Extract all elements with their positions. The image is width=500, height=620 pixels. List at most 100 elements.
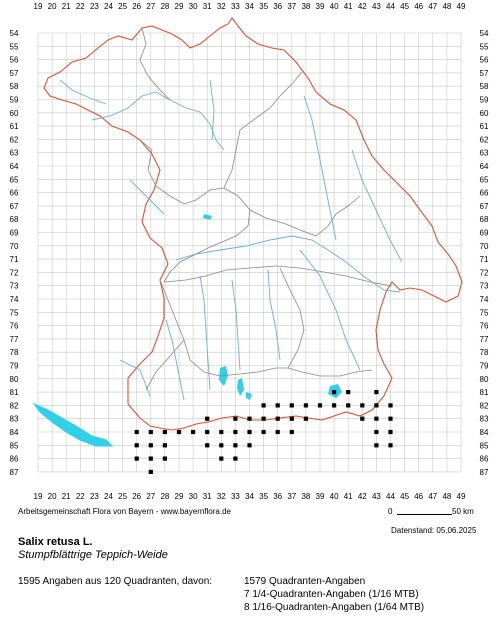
row-label: 87 [480, 468, 489, 477]
row-label: 64 [480, 162, 489, 171]
row-label: 72 [480, 268, 489, 277]
column-label: 22 [76, 2, 85, 11]
occurrence-marker [233, 456, 238, 461]
row-label: 69 [10, 229, 19, 238]
species-common-name: Stumpfblättrige Teppich-Weide [18, 549, 168, 561]
occurrence-marker [289, 429, 294, 435]
column-labels-top: 19 20 21 22 23 24 25 26 27 28 29 30 31 32 33 34 35 36 37 38… [34, 2, 466, 11]
row-label: 66 [480, 189, 489, 198]
occurrence-marker [289, 403, 294, 408]
row-label: 65 [480, 175, 489, 184]
row-label: 80 [10, 375, 19, 384]
column-label: 20 [48, 492, 57, 501]
row-labels-right: 54 55 56 57 58 59 60 61 62 63 64 65 66 67 68 69 70 71 72 73… [480, 29, 489, 477]
row-label: 86 [10, 455, 19, 464]
scale-bar [397, 514, 452, 515]
column-label: 28 [160, 2, 169, 11]
row-label: 65 [10, 175, 19, 184]
row-label: 58 [10, 82, 19, 91]
map-grid [37, 32, 462, 473]
column-label: 32 [217, 492, 226, 501]
occurrence-marker [148, 469, 153, 474]
occurrence-marker [346, 390, 351, 395]
column-label: 21 [62, 2, 71, 11]
column-label: 41 [344, 492, 353, 501]
column-label: 34 [245, 2, 254, 11]
stats-line-quarter-quadrants: 7 1/4-Quadranten-Angaben (1/16 MTB) [244, 589, 419, 600]
column-label: 44 [386, 2, 395, 11]
column-label: 31 [203, 2, 212, 11]
row-label: 76 [480, 322, 489, 331]
column-label: 49 [457, 2, 466, 11]
column-label: 33 [231, 492, 240, 501]
row-label: 77 [480, 335, 489, 344]
row-label: 79 [480, 362, 489, 371]
column-label: 45 [400, 492, 409, 501]
occurrence-marker [162, 443, 167, 448]
row-label: 71 [10, 255, 19, 264]
row-label: 54 [480, 29, 489, 38]
row-label: 63 [10, 149, 19, 158]
column-label: 44 [386, 492, 395, 501]
occurrence-marker [388, 416, 393, 421]
column-label: 42 [358, 492, 367, 501]
row-label: 82 [480, 401, 489, 410]
row-label: 79 [10, 362, 19, 371]
row-label: 57 [480, 69, 489, 78]
row-label: 74 [480, 295, 489, 304]
occurrence-markers [134, 390, 393, 474]
row-label: 60 [10, 109, 19, 118]
column-label: 46 [414, 492, 423, 501]
occurrence-marker [332, 403, 337, 408]
column-label: 24 [104, 2, 113, 11]
column-label: 48 [442, 492, 451, 501]
row-label: 84 [10, 428, 19, 437]
occurrence-marker [374, 429, 379, 435]
occurrence-marker [148, 456, 153, 461]
column-label: 22 [76, 492, 85, 501]
row-label: 83 [480, 415, 489, 424]
occurrence-marker [289, 416, 294, 421]
row-label: 66 [10, 189, 19, 198]
occurrence-marker [360, 416, 365, 421]
column-label: 23 [90, 2, 99, 11]
column-label: 36 [273, 2, 282, 11]
row-label: 72 [10, 268, 19, 277]
stats-summary: 1595 Angaben aus 120 Quadranten, davon: [18, 576, 213, 587]
column-label: 27 [146, 492, 155, 501]
scale-km-label: 50 km [452, 507, 474, 516]
occurrence-marker [346, 403, 351, 408]
column-label: 25 [118, 2, 127, 11]
row-label: 68 [480, 215, 489, 224]
row-label: 55 [10, 42, 19, 51]
row-label: 61 [480, 122, 489, 131]
distribution-map: 19 20 21 22 23 24 25 26 27 28 29 30 31 32 33 34 35 36 37 38… [10, 2, 489, 501]
occurrence-marker [261, 416, 266, 421]
row-label: 85 [480, 441, 489, 450]
row-label: 84 [480, 428, 489, 437]
occurrence-marker [233, 429, 238, 435]
occurrence-marker [360, 403, 365, 408]
occurrence-marker [233, 416, 238, 421]
occurrence-marker [374, 390, 379, 395]
occurrence-marker [317, 403, 323, 408]
occurrence-marker [219, 456, 224, 461]
lake-constance [32, 402, 114, 447]
occurrence-marker [219, 443, 224, 448]
row-label: 56 [10, 56, 19, 65]
column-label: 19 [34, 492, 43, 501]
row-label: 80 [480, 375, 489, 384]
lake [246, 392, 252, 400]
row-label: 58 [480, 82, 489, 91]
row-label: 73 [10, 282, 19, 291]
row-label: 61 [10, 122, 19, 131]
row-label: 54 [10, 29, 19, 38]
column-label: 27 [146, 2, 155, 11]
occurrence-marker [374, 416, 379, 421]
row-label: 59 [10, 96, 19, 105]
row-label: 59 [480, 96, 489, 105]
column-label: 39 [316, 2, 325, 11]
occurrence-marker [134, 429, 139, 435]
row-label: 70 [480, 242, 489, 251]
occurrence-marker [205, 443, 210, 448]
